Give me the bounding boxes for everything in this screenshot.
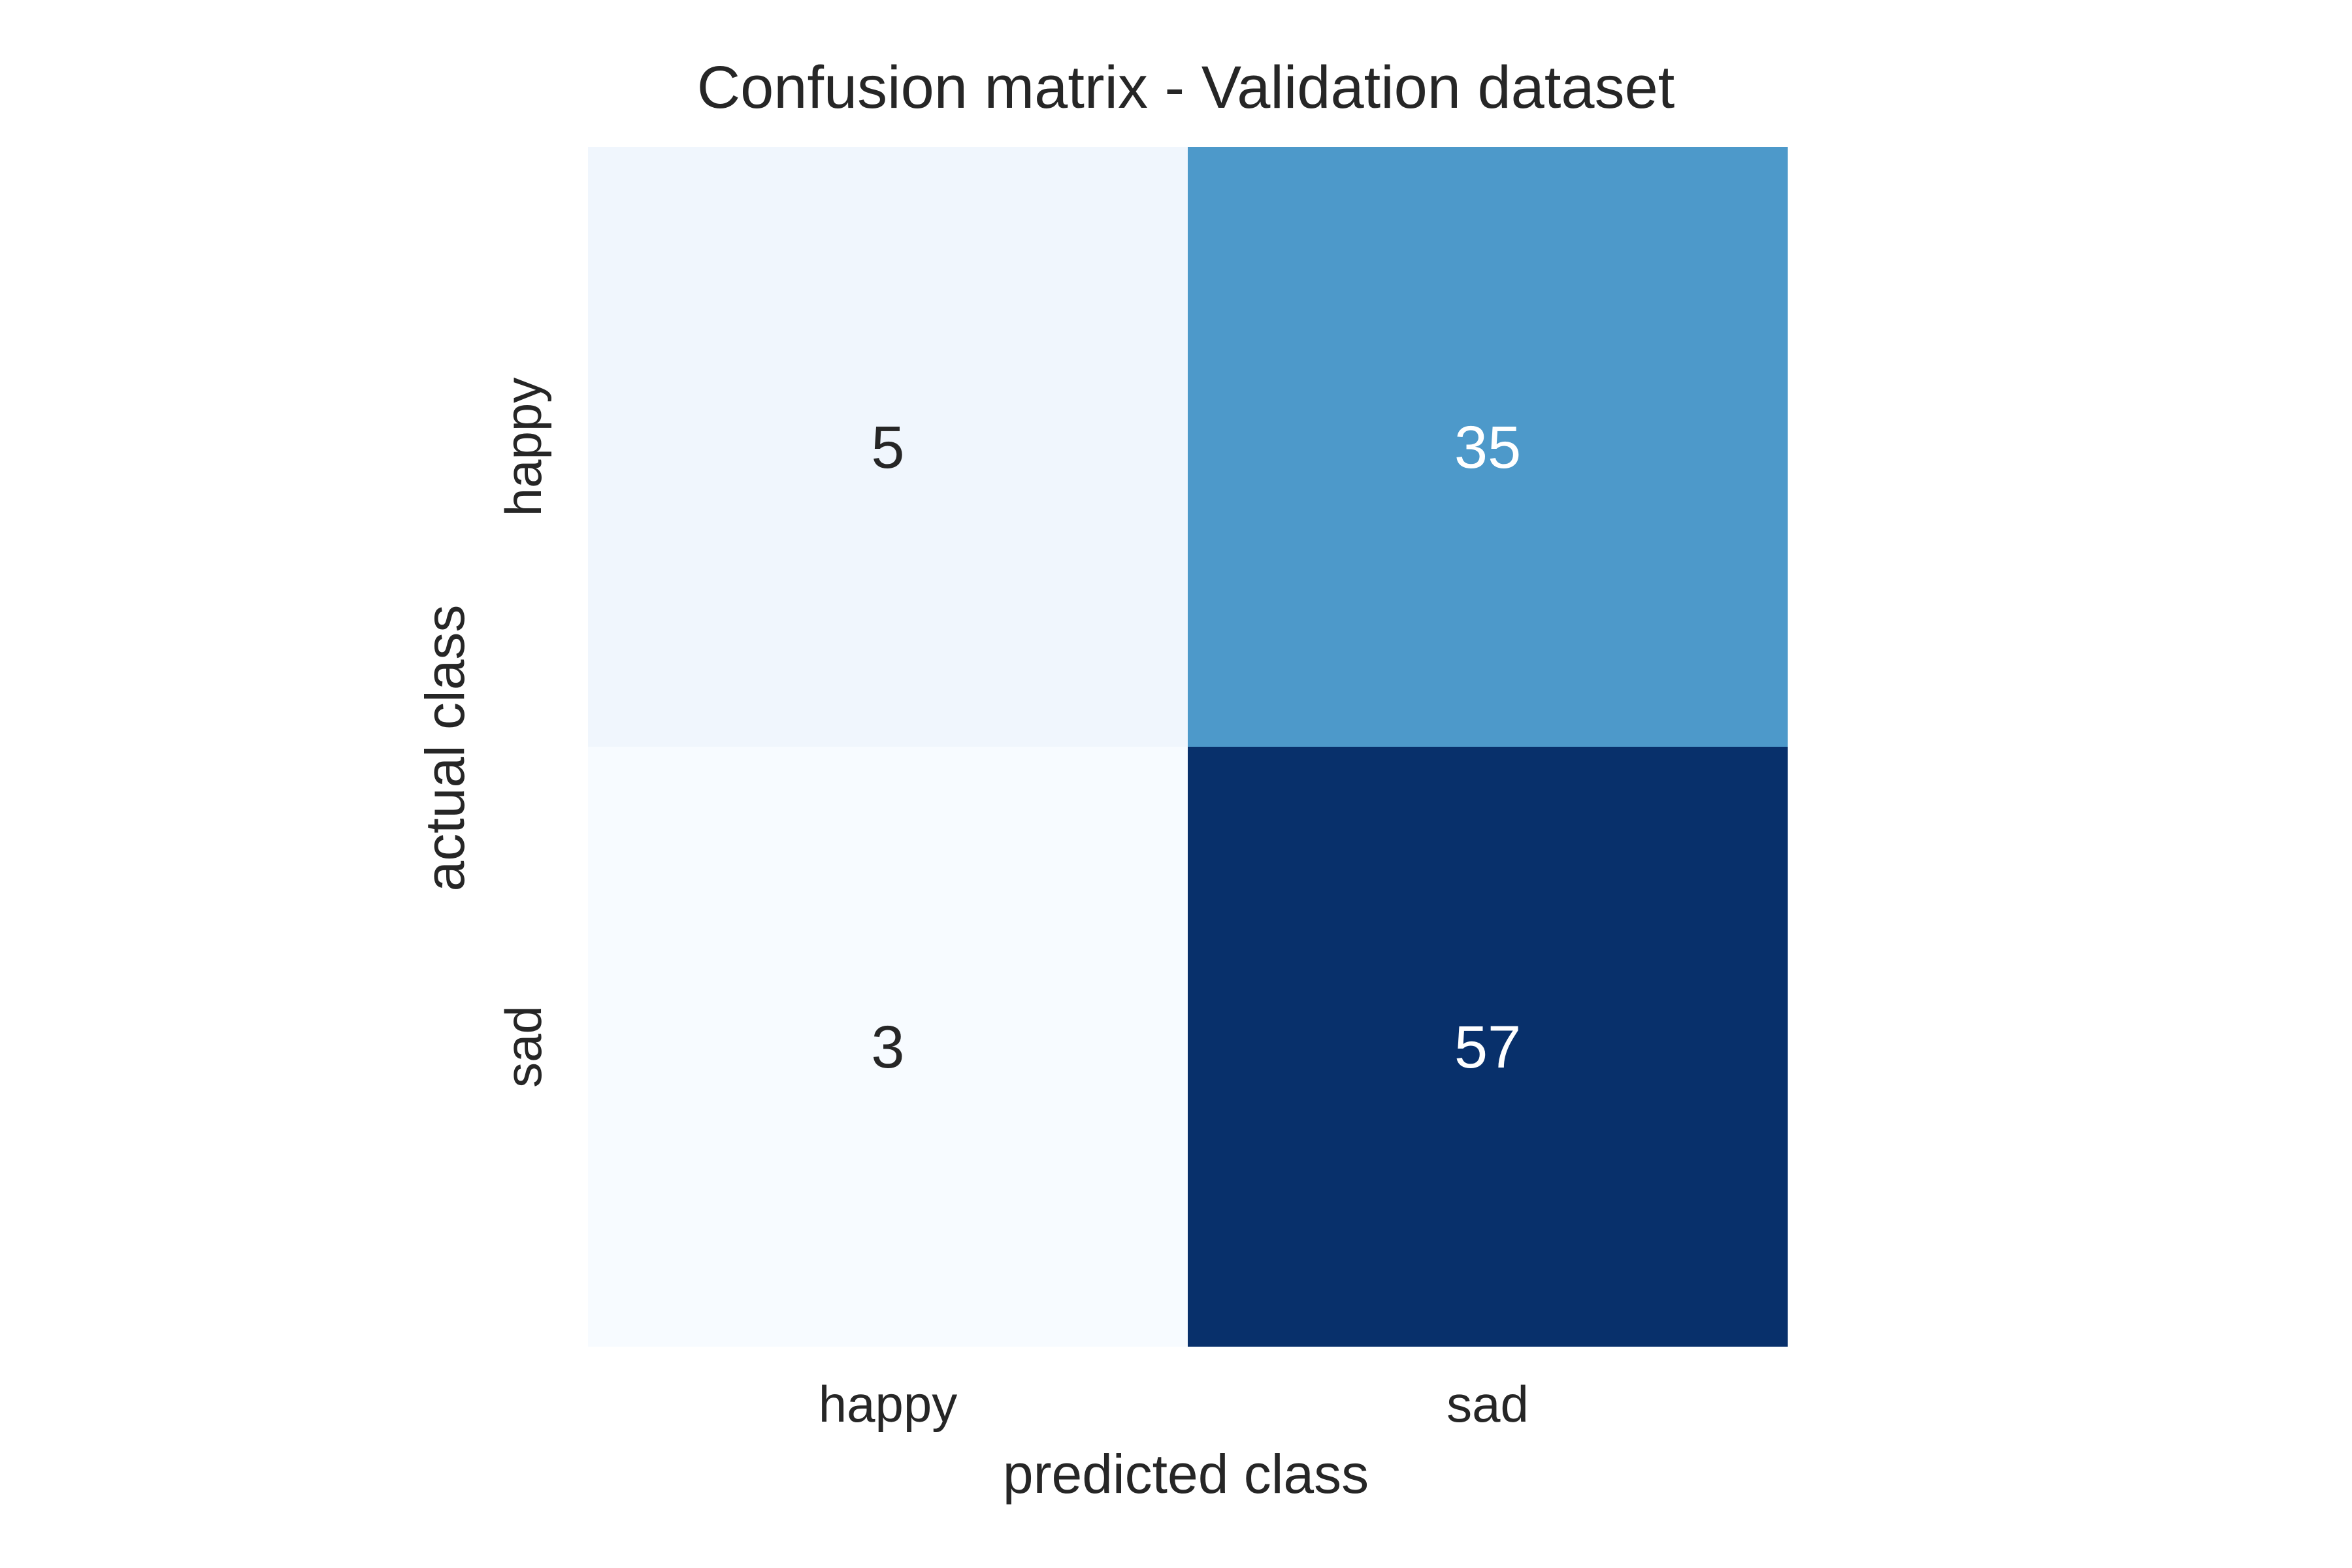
x-tick-label-sad: sad xyxy=(1446,1375,1529,1433)
x-axis-label: predicted class xyxy=(1003,1443,1369,1505)
heatmap-cell-sad-sad xyxy=(1188,747,1788,1347)
cell-value-sad-sad: 57 xyxy=(1454,1014,1521,1081)
y-axis-label: actual class xyxy=(414,605,476,892)
x-tick-label-happy: happy xyxy=(819,1375,958,1433)
heatmap-cells xyxy=(588,147,1788,1347)
cell-value-sad-happy: 3 xyxy=(871,1014,904,1081)
cell-value-happy-happy: 5 xyxy=(871,414,904,481)
heatmap-cell-happy-happy xyxy=(588,147,1188,747)
heatmap-cell-happy-sad xyxy=(1188,147,1788,747)
heatmap-cell-labels: 5 35 3 57 xyxy=(871,414,1521,1081)
heatmap-cell-sad-happy xyxy=(588,747,1188,1347)
y-tick-label-sad: sad xyxy=(495,1005,552,1088)
x-tick-labels: happy sad xyxy=(819,1375,1529,1433)
cell-value-happy-sad: 35 xyxy=(1454,414,1521,481)
chart-title: Confusion matrix - Validation dataset xyxy=(697,54,1675,121)
y-tick-label-happy: happy xyxy=(495,378,552,517)
y-tick-labels: happy sad xyxy=(495,378,552,1088)
